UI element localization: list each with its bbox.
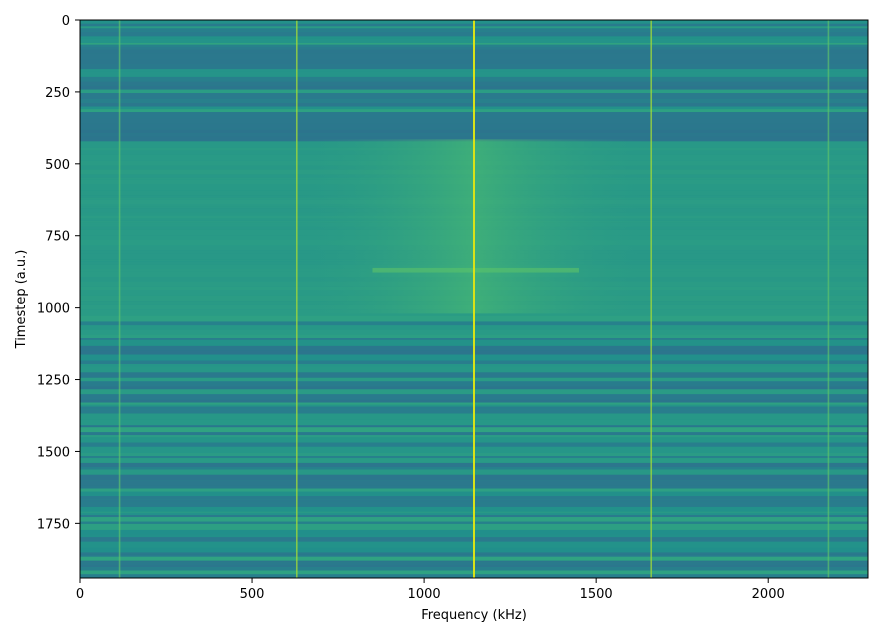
plot-area	[80, 20, 868, 578]
y-axis-ticks: 0 250 500 750 1000 1250 1500 1750	[37, 14, 80, 532]
y-tick-label: 750	[45, 230, 70, 245]
x-axis-ticks: 0 500 1000 1500 2000	[76, 578, 785, 602]
x-tick-label: 2000	[752, 587, 785, 602]
y-tick-label: 1000	[37, 302, 70, 317]
x-tick-label: 1000	[408, 587, 441, 602]
y-tick-label: 1500	[37, 445, 70, 460]
x-axis-label: Frequency (kHz)	[421, 608, 527, 623]
y-tick-label: 0	[62, 14, 70, 29]
y-tick-label: 500	[45, 158, 70, 173]
x-tick-label: 0	[76, 587, 84, 602]
spectral-lines	[118, 20, 830, 578]
x-tick-label: 1500	[580, 587, 613, 602]
x-tick-label: 500	[240, 587, 265, 602]
y-tick-label: 1750	[37, 517, 70, 532]
y-axis-label: Timestep (a.u.)	[14, 250, 29, 350]
y-tick-label: 1250	[37, 374, 70, 389]
y-tick-label: 250	[45, 86, 70, 101]
plot-frame	[79, 19, 869, 579]
